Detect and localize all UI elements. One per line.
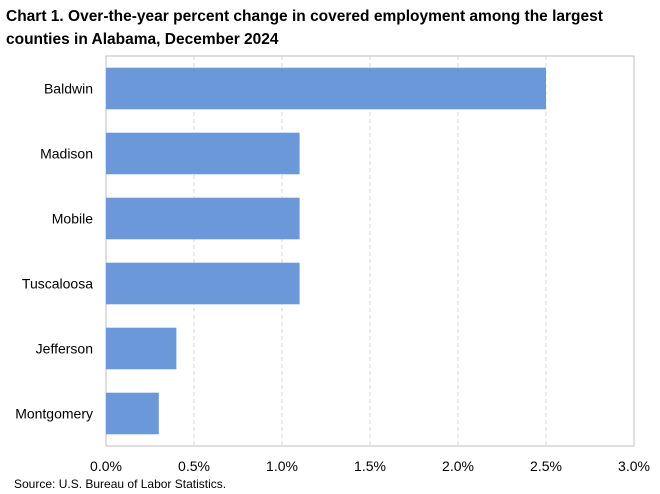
category-label: Tuscaloosa — [22, 276, 93, 292]
category-label: Madison — [40, 146, 93, 162]
bar-madison — [106, 132, 300, 175]
x-tick-labels: 0.0% 0.5% 1.0% 1.5% 2.0% 2.5% 3.0% — [90, 458, 650, 474]
x-tick-label: 1.5% — [354, 458, 386, 474]
bar-mobile — [106, 197, 300, 240]
bar-montgomery — [106, 392, 159, 435]
x-tick-label: 0.0% — [90, 458, 122, 474]
x-tick-label: 2.5% — [530, 458, 562, 474]
source-note: Source: U.S. Bureau of Labor Statistics. — [14, 477, 227, 491]
bar-baldwin — [106, 67, 546, 110]
gridlines — [193, 56, 547, 446]
x-tick-label: 0.5% — [178, 458, 210, 474]
category-label: Mobile — [52, 211, 93, 227]
category-label: Montgomery — [15, 406, 93, 422]
bar-jefferson — [106, 327, 177, 370]
bars — [106, 67, 546, 435]
chart-title: Chart 1. Over-the-year percent change in… — [6, 8, 603, 48]
category-label: Baldwin — [44, 81, 93, 97]
bar-tuscaloosa — [106, 262, 300, 305]
category-labels: Baldwin Madison Mobile Tuscaloosa Jefferson M… — [15, 81, 93, 422]
plot-area-frame — [105, 55, 635, 447]
x-tick-label: 2.0% — [442, 458, 474, 474]
category-label: Jefferson — [36, 341, 93, 357]
x-tick-label: 1.0% — [266, 458, 298, 474]
x-tick-label: 3.0% — [618, 458, 650, 474]
